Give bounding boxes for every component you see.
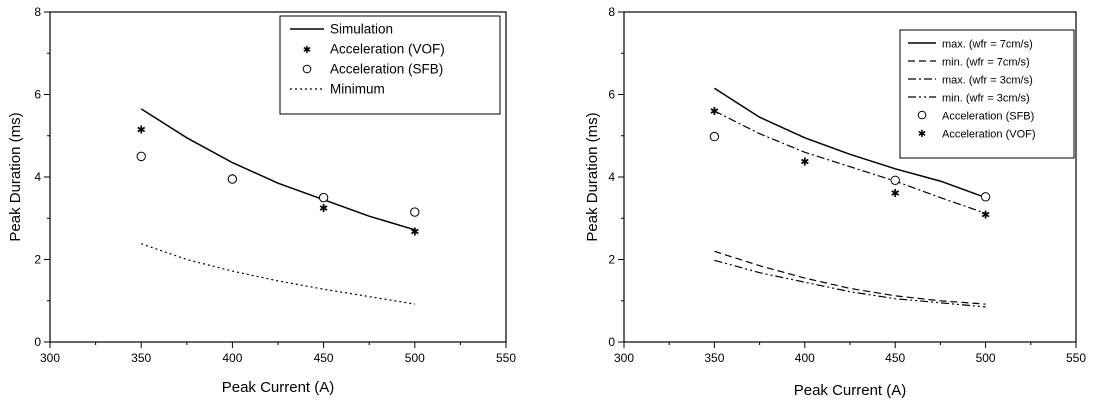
series-line [714, 250, 986, 305]
legend-label: Acceleration (SFB) [942, 111, 1034, 123]
y-tick-label: 6 [34, 88, 41, 102]
legend-label: Acceleration (VOF) [942, 129, 1036, 141]
series-line [713, 87, 986, 199]
legend-label: max. (wfr = 3cm/s) [942, 75, 1033, 87]
x-tick-label: 500 [405, 351, 425, 365]
data-point-star: ✱ [891, 187, 900, 200]
data-point-star: ✱ [710, 105, 719, 118]
series-3 [136, 151, 420, 217]
y-axis-title: Peak Duration (ms) [7, 112, 24, 241]
series-line [714, 110, 986, 214]
legend-label: Acceleration (VOF) [330, 42, 445, 57]
x-tick-label: 300 [40, 351, 60, 365]
x-tick-label: 550 [1066, 351, 1086, 365]
data-point-circle [410, 207, 420, 217]
y-tick-label: 2 [34, 253, 41, 267]
legend-label: Simulation [330, 22, 393, 37]
legend-label: min. (wfr = 3cm/s) [942, 93, 1030, 105]
y-tick-label: 8 [34, 5, 41, 19]
y-axis-title: Peak Duration (ms) [584, 112, 601, 241]
x-tick-label: 350 [704, 351, 724, 365]
series-2 [714, 250, 986, 305]
x-axis-title: Peak Current (A) [794, 382, 907, 399]
series-1 [140, 108, 416, 231]
data-point-circle [227, 174, 238, 184]
x-tick-label: 400 [795, 351, 815, 365]
legend-label: max. (wfr = 7cm/s) [942, 39, 1033, 51]
series-2: ✱✱✱✱ [137, 124, 420, 239]
series-1 [713, 87, 986, 199]
data-point-circle [980, 192, 991, 202]
data-point-star: ✱ [410, 226, 419, 239]
x-tick-label: 350 [131, 351, 151, 365]
legend-label: Minimum [330, 82, 385, 97]
data-point-circle [709, 131, 720, 142]
x-axis-title: Peak Current (A) [222, 379, 335, 396]
data-point-circle [890, 175, 900, 186]
legend-box [279, 15, 501, 115]
chart-1: 300 350 400 450 500 550 0 2 4 6 8 Peak Current (A) P… [7, 5, 516, 396]
series-4 [141, 243, 415, 305]
chart-2: 300 350 400 450 500 550 0 2 4 6 8 Peak Current (A) P… [584, 5, 1086, 399]
legend: max. (wfr = 7cm/s) min. (wfr = 7cm/s) max.… [899, 29, 1075, 159]
x-tick-label: 300 [614, 351, 634, 365]
data-point-star: ✱ [137, 124, 146, 137]
series-line [714, 259, 986, 308]
y-tick-label: 4 [608, 170, 615, 184]
x-tick-label: 450 [314, 351, 334, 365]
legend-label: Acceleration (SFB) [330, 62, 443, 77]
series-6: ✱ ✱ ✱ ✱ [710, 105, 990, 221]
x-tick-label: 450 [885, 351, 905, 365]
y-tick-label: 0 [34, 335, 41, 349]
series-3 [714, 110, 986, 214]
legend-marker-star: ✱ [918, 129, 926, 140]
series-4 [714, 259, 986, 308]
legend-marker-star: ✱ [303, 45, 311, 56]
data-point-star: ✱ [319, 202, 328, 215]
x-tick-label: 400 [222, 351, 242, 365]
y-tick-label: 6 [608, 88, 615, 102]
legend-marker-circle [302, 64, 312, 74]
series-line [141, 243, 415, 305]
y-tick-label: 8 [608, 5, 615, 19]
x-tick-label: 500 [976, 351, 996, 365]
data-point-circle [318, 192, 329, 203]
legend-label: min. (wfr = 7cm/s) [942, 57, 1030, 69]
series-line [140, 108, 416, 231]
legend-marker-circle [917, 110, 927, 120]
series-5 [709, 131, 991, 202]
y-tick-label: 0 [608, 335, 615, 349]
data-point-star: ✱ [981, 208, 990, 221]
y-tick-label: 4 [34, 170, 41, 184]
data-point-circle [136, 151, 146, 162]
y-tick-label: 2 [608, 253, 615, 267]
data-point-star: ✱ [800, 156, 809, 169]
x-tick-label: 550 [496, 351, 516, 365]
legend: Simulation ✱ Acceleration (VOF) Acceleratio… [279, 15, 501, 115]
legend-box [899, 29, 1075, 159]
